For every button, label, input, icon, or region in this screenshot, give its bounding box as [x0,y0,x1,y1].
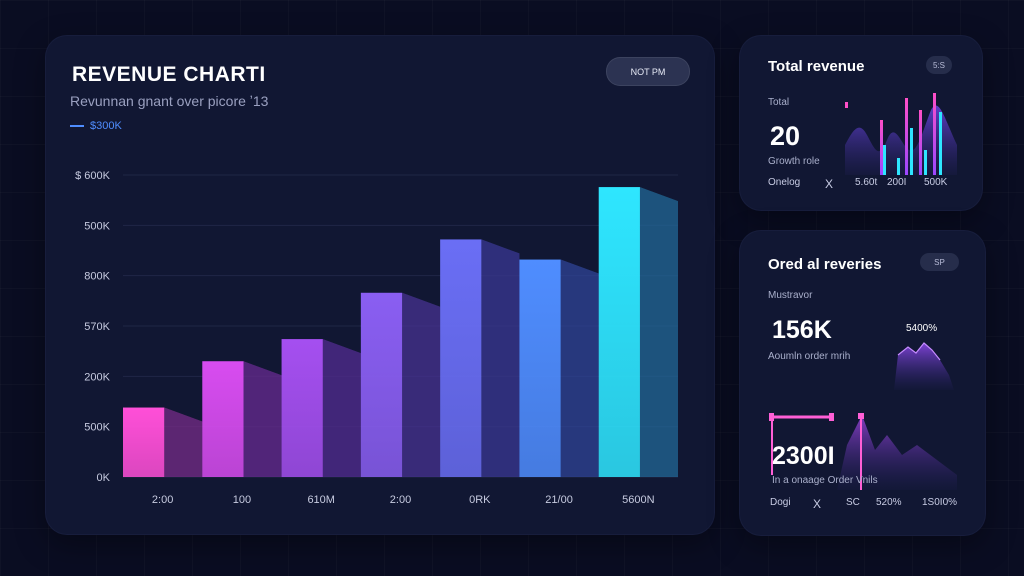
orders-badge[interactable]: SP [920,253,959,271]
chart-bar-side-shade [402,292,441,477]
y-tick-label: 570K [84,321,110,333]
chart-bar [281,339,361,477]
chart-bar-side [164,407,203,477]
y-tick-label: 200K [84,371,110,383]
y-tick-label: 800K [84,271,110,283]
orders-range-marker [829,413,834,421]
orders-percent: 5400% [906,323,938,334]
y-axis-ticks: $ 600K 500K 800K 570K 200K 500K 0K [75,170,111,484]
y-tick-label: $ 600K [75,170,111,182]
chart-bar-side-shade [481,239,520,477]
chart-bar-front [123,407,165,477]
orders-value-primary: 156K [772,316,832,344]
chart-bar [360,292,441,477]
orders-foot-2: 1S0I0% [922,497,958,508]
total-spark-bar [919,110,922,175]
chart-bar-front [519,259,561,477]
total-spark-bar [880,120,883,175]
orders-foot-left: Dogi [770,497,791,508]
chart-bar-side [639,187,678,477]
chart-bar-front [598,187,640,477]
orders-mini-area-chart [894,342,954,390]
total-spark-bar [924,150,927,175]
orders-peak-marker [858,413,864,419]
orders-area-shape [894,343,954,390]
total-foot-1: 5.60t [855,177,878,188]
chart-legend: $300K [70,120,122,132]
total-sparkline-chart [845,93,957,175]
chart-bar-front [440,239,482,477]
total-spark-bar [939,112,942,175]
chart-bar-front [202,361,244,477]
chart-bar-side-shade [322,339,361,477]
revenue-bar-chart: $ 600K 500K 800K 570K 200K 500K 0K 2:00 100 610M… [75,170,678,506]
x-tick-label: 2:00 [152,494,173,506]
total-spark-bar [897,158,900,175]
orders-small-label: Mustravor [768,290,813,301]
total-close-icon[interactable]: X [825,177,834,191]
y-tick-label: 0K [97,472,111,484]
chart-bar-side [402,292,441,477]
x-tick-label: 2:00 [390,494,411,506]
growth-label: Growth role [768,156,820,167]
chart-bar-side [243,361,282,477]
x-tick-label: 610M [307,494,335,506]
orders-foot-1: 520% [876,497,902,508]
total-spark-bar [933,93,936,175]
chart-bar-side [560,259,599,477]
orders-secondary-area [837,415,957,490]
orders-value-secondary-sub: In a onaage Order Vnils [772,475,878,486]
x-tick-label: 100 [233,494,251,506]
x-axis-ticks: 2:00 100 610M 2:00 0RK 21/00 5600N [152,494,655,506]
total-foot-3: 500K [924,177,948,188]
chart-bar-side-shade [560,259,599,477]
x-tick-label: 5600N [622,494,654,506]
y-tick-label: 500K [84,220,110,232]
chart-bar [519,259,599,477]
total-small-label: Total [768,97,790,108]
chart-bar-front [360,292,403,477]
chart-bars [123,187,678,477]
total-area-shape [845,105,957,175]
total-foot-2: 200I [887,177,907,188]
orders-value-primary-sub: Aoumln order mrih [768,351,851,362]
total-spark-bar [910,128,913,175]
total-value: 20 [770,121,801,151]
y-tick-label: 500K [84,422,110,434]
chart-bar-front [281,339,323,477]
total-foot-left: Onelog [768,177,801,188]
total-spark-bar [905,98,908,175]
chart-bar [440,239,520,477]
orders-close-icon[interactable]: X [813,497,822,511]
orders-title: Ored al reveries [768,256,882,273]
chart-bar-side [322,339,361,477]
chart-bar [202,361,282,477]
chart-bar-side-shade [639,187,678,477]
total-revenue-title: Total revenue [768,58,865,75]
legend-value: $300K [90,120,122,132]
x-tick-label: 21/00 [545,494,573,506]
total-spark-marker [845,102,848,108]
orders-revenue-card: Ored al reveries SP Mustravor 156K Aouml… [739,230,986,536]
period-toggle-button[interactable]: NOT PM [606,57,690,86]
revenue-chart-card: $ 600K 500K 800K 570K 200K 500K 0K 2:00 100 610M… [45,35,715,535]
x-tick-label: 0RK [469,494,491,506]
total-revenue-badge[interactable]: 5:S [926,56,952,74]
chart-title: REVENUE CHARTI [72,63,266,86]
chart-bar-side-shade [243,361,282,477]
chart-bar-side [481,239,520,477]
orders-foot-c: SC [846,497,860,508]
orders-secondary-chart [769,413,957,490]
chart-subtitle: Revunnan gnant over picore ʼ13 [70,93,269,109]
total-spark-bar [883,145,886,175]
orders-value-secondary: 2300I [772,442,835,470]
legend-line-icon [70,125,84,127]
total-revenue-card: Total revenue 5:S Total 20 Growth role O… [739,35,983,211]
chart-bar [123,407,203,477]
chart-bar [598,187,678,477]
orders-area-line [897,342,941,361]
chart-bar-side-shade [164,407,203,477]
